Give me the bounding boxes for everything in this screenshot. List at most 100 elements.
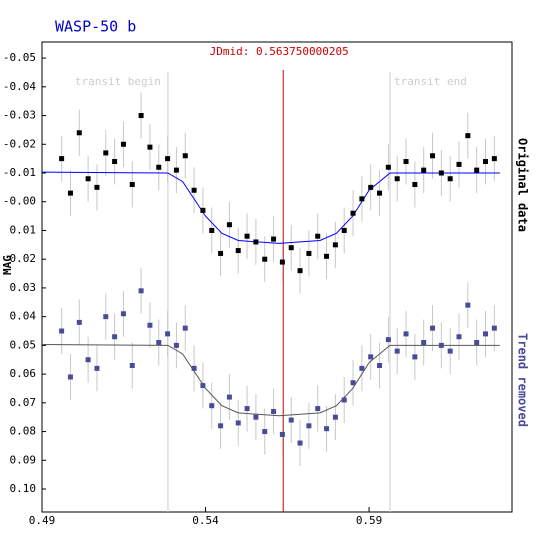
data-point (430, 153, 436, 159)
data-point (350, 380, 356, 386)
data-point (209, 227, 215, 233)
data-point (138, 113, 144, 119)
data-point (297, 440, 303, 446)
y-tick-label: -0.03 (3, 109, 36, 122)
data-point (165, 156, 171, 162)
data-point (120, 141, 126, 147)
data-point (147, 144, 153, 150)
data-point (138, 288, 144, 294)
data-point (253, 239, 259, 245)
y-tick-label: 0.07 (10, 396, 37, 409)
data-point (120, 311, 126, 317)
data-point (385, 164, 391, 170)
data-point (279, 259, 285, 265)
x-tick-label: 0.54 (192, 514, 219, 527)
data-point (244, 233, 250, 239)
data-point (394, 348, 400, 354)
data-point (483, 159, 489, 165)
data-point (218, 423, 224, 429)
data-point (235, 248, 241, 254)
y-tick-label: 0.01 (10, 223, 37, 236)
data-point (94, 184, 100, 190)
data-point (297, 268, 303, 274)
data-point (253, 414, 259, 420)
data-point (59, 156, 65, 162)
data-point (474, 167, 480, 173)
data-point (76, 130, 82, 136)
data-point (271, 408, 277, 414)
data-point (262, 429, 268, 435)
data-point (465, 133, 471, 139)
data-point (173, 167, 179, 173)
annotation: transit begin (75, 75, 161, 88)
y-tick-label: 0.04 (10, 310, 37, 323)
data-point (403, 159, 409, 165)
y-tick-label: -0.00 (3, 195, 36, 208)
data-point (156, 340, 162, 346)
data-point (491, 156, 497, 162)
data-point (385, 337, 391, 343)
data-point (103, 314, 109, 320)
data-point (430, 325, 436, 331)
data-point (288, 417, 294, 423)
data-point (129, 362, 135, 368)
data-point (85, 176, 91, 182)
data-point (94, 365, 100, 371)
data-point (165, 331, 171, 337)
y-tick-label: -0.01 (3, 166, 36, 179)
data-point (226, 222, 232, 228)
data-point (359, 365, 365, 371)
plot-frame (41, 41, 513, 513)
data-point (67, 374, 73, 380)
data-point (412, 181, 418, 187)
data-point (456, 161, 462, 167)
data-point (483, 331, 489, 337)
data-point (156, 164, 162, 170)
data-point (262, 256, 268, 262)
data-point (129, 181, 135, 187)
data-point (271, 236, 277, 242)
data-point (438, 342, 444, 348)
legend-label: Original data (516, 138, 530, 232)
legend-label: Trend removed (516, 333, 530, 427)
data-point (244, 406, 250, 412)
data-point (85, 357, 91, 363)
y-axis-label: MAG (1, 255, 14, 275)
y-tick-label: -0.02 (3, 137, 36, 150)
data-point (315, 233, 321, 239)
data-point (147, 322, 153, 328)
model-line (41, 171, 500, 244)
data-point (306, 423, 312, 429)
data-point (421, 167, 427, 173)
y-tick-label: -0.04 (3, 80, 36, 93)
data-point (103, 150, 109, 156)
data-point (200, 207, 206, 213)
data-point (306, 250, 312, 256)
chart-title: WASP-50 b (55, 18, 136, 36)
y-tick-label: 0.06 (10, 367, 37, 380)
y-tick-label: 0.03 (10, 281, 37, 294)
data-point (191, 365, 197, 371)
data-point (324, 426, 330, 432)
x-tick-label: 0.59 (356, 514, 383, 527)
data-point (465, 302, 471, 308)
data-point (59, 328, 65, 334)
data-point (412, 354, 418, 360)
data-point (332, 414, 338, 420)
data-point (76, 319, 82, 325)
data-point (438, 170, 444, 176)
y-tick-label: 0.02 (10, 252, 37, 265)
data-point (350, 210, 356, 216)
data-point (403, 331, 409, 337)
x-tick-label: 0.49 (29, 514, 56, 527)
data-point (341, 397, 347, 403)
data-point (279, 431, 285, 437)
data-point (447, 176, 453, 182)
y-tick-label: 0.09 (10, 453, 37, 466)
y-tick-label: -0.05 (3, 51, 36, 64)
data-point (226, 394, 232, 400)
data-point (315, 406, 321, 412)
data-point (394, 176, 400, 182)
data-point (112, 159, 118, 165)
